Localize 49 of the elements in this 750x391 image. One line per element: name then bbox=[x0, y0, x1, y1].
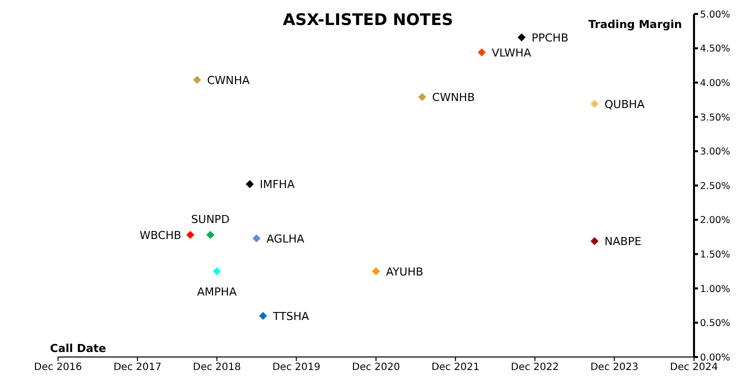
x-axis-title: Call Date bbox=[50, 342, 106, 355]
point bbox=[418, 93, 426, 102]
x-tick-label: Dec 2021 bbox=[431, 362, 480, 374]
series-label: CWNHA bbox=[207, 74, 250, 87]
point bbox=[372, 267, 380, 276]
series-label: TTSHA bbox=[272, 310, 310, 323]
y-tick-label: 2.50% bbox=[700, 180, 730, 192]
y-tick-label: 1.50% bbox=[700, 249, 730, 260]
x-tick-label: Dec 2022 bbox=[510, 362, 559, 374]
y-tick-label: 5.00% bbox=[700, 9, 730, 20]
y-tick-label: 0.00% bbox=[700, 352, 730, 364]
x-tick-label: Dec 2018 bbox=[192, 362, 241, 374]
series-label: SUNPD bbox=[191, 212, 230, 226]
x-tick-label: Dec 2024 bbox=[670, 362, 718, 374]
point bbox=[590, 237, 599, 246]
series-label: CWNHB bbox=[432, 91, 475, 104]
y-tick-label: 0.50% bbox=[700, 318, 730, 330]
point bbox=[518, 33, 526, 42]
series-label: AMPHA bbox=[197, 285, 238, 298]
y-tick-label: 1.00% bbox=[700, 284, 730, 295]
y-tick-label: 3.50% bbox=[700, 112, 730, 124]
series-label: AGLHA bbox=[266, 232, 305, 246]
series-label: PPCHB bbox=[532, 31, 568, 44]
x-tick-label: Dec 2020 bbox=[352, 362, 400, 374]
y-axis-title: Trading Margin bbox=[588, 18, 682, 31]
chart-title: ASX-LISTED NOTES bbox=[282, 10, 454, 29]
y-tick-label: 4.50% bbox=[700, 44, 730, 55]
point bbox=[186, 230, 194, 239]
series-label: WBCHB bbox=[140, 228, 182, 242]
x-tick-label: Dec 2016 bbox=[34, 362, 82, 374]
series-label: QUBHA bbox=[604, 98, 646, 111]
point bbox=[478, 48, 486, 56]
y-tick-label: 3.00% bbox=[700, 146, 730, 158]
x-tick-label: Dec 2017 bbox=[113, 362, 162, 374]
point bbox=[212, 267, 221, 276]
point bbox=[246, 180, 254, 188]
series-label: IMFHA bbox=[260, 178, 296, 192]
point bbox=[259, 312, 268, 320]
x-tick-label: Dec 2023 bbox=[590, 362, 638, 374]
series-label: VLWHA bbox=[492, 46, 532, 60]
x-tick-label: Dec 2019 bbox=[272, 362, 320, 374]
series-label: NABPE bbox=[604, 235, 642, 248]
point bbox=[252, 234, 261, 242]
point bbox=[193, 76, 202, 84]
point bbox=[206, 230, 214, 239]
y-tick-label: 4.00% bbox=[700, 78, 730, 89]
series-label: AYUHB bbox=[386, 265, 424, 278]
point bbox=[590, 100, 599, 108]
y-tick-label: 2.00% bbox=[700, 215, 730, 226]
